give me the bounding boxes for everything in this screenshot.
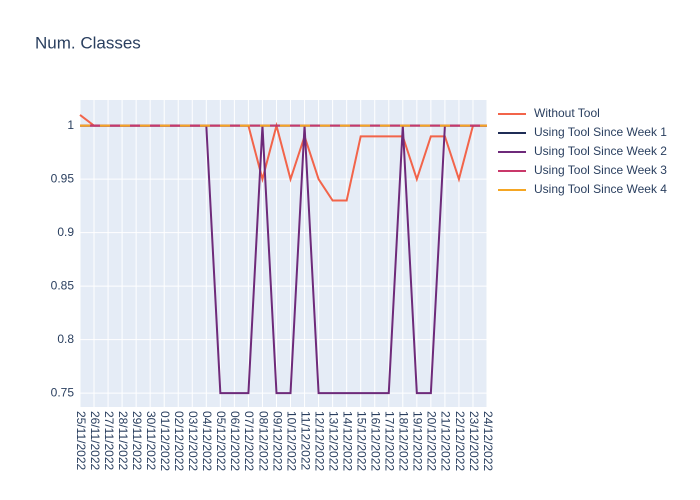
- x-tick-label: 29/11/2022: [130, 411, 144, 470]
- x-tick-label: 06/12/2022: [228, 411, 242, 471]
- y-tick-label: 1: [67, 118, 74, 132]
- x-tick-label: 13/12/2022: [326, 411, 340, 471]
- y-tick-label: 0.9: [57, 225, 74, 239]
- x-tick-label: 24/12/2022: [481, 411, 495, 471]
- x-tick-label: 10/12/2022: [284, 411, 298, 471]
- legend-label: Without Tool: [534, 106, 600, 120]
- x-tick-label: 20/12/2022: [425, 411, 439, 471]
- x-tick-label: 28/11/2022: [116, 411, 130, 470]
- x-tick-label: 27/11/2022: [102, 411, 116, 470]
- x-tick-label: 21/12/2022: [439, 411, 453, 471]
- x-tick-label: 18/12/2022: [397, 411, 411, 471]
- x-tick-label: 23/12/2022: [467, 411, 481, 471]
- x-tick-label: 12/12/2022: [312, 411, 326, 471]
- y-tick-label: 0.75: [51, 385, 75, 399]
- x-tick-label: 03/12/2022: [186, 411, 200, 471]
- chart-title: Num. Classes: [35, 33, 141, 52]
- legend-label: Using Tool Since Week 4: [534, 182, 667, 196]
- x-tick-label: 01/12/2022: [158, 411, 172, 471]
- x-tick-label: 30/11/2022: [144, 411, 158, 470]
- x-tick-label: 17/12/2022: [383, 411, 397, 471]
- legend-label: Using Tool Since Week 2: [534, 144, 667, 158]
- legend-label: Using Tool Since Week 3: [534, 163, 667, 177]
- y-tick-label: 0.8: [57, 332, 74, 346]
- x-tick-label: 15/12/2022: [355, 411, 369, 471]
- y-tick-label: 0.85: [51, 278, 75, 292]
- plot-area: [80, 100, 487, 407]
- x-tick-label: 11/12/2022: [298, 411, 312, 470]
- x-tick-label: 04/12/2022: [200, 411, 214, 471]
- x-tick-label: 19/12/2022: [411, 411, 425, 471]
- x-tick-label: 25/11/2022: [74, 411, 88, 470]
- x-tick-label: 16/12/2022: [369, 411, 383, 471]
- x-tick-label: 02/12/2022: [172, 411, 186, 471]
- x-tick-label: 22/12/2022: [453, 411, 467, 471]
- x-tick-label: 09/12/2022: [270, 411, 284, 471]
- legend-label: Using Tool Since Week 1: [534, 125, 667, 139]
- x-tick-label: 05/12/2022: [214, 411, 228, 471]
- x-tick-label: 26/11/2022: [88, 411, 102, 470]
- x-tick-label: 07/12/2022: [242, 411, 256, 471]
- x-tick-label: 14/12/2022: [340, 411, 354, 471]
- y-tick-label: 0.95: [51, 171, 75, 185]
- x-tick-label: 08/12/2022: [256, 411, 270, 471]
